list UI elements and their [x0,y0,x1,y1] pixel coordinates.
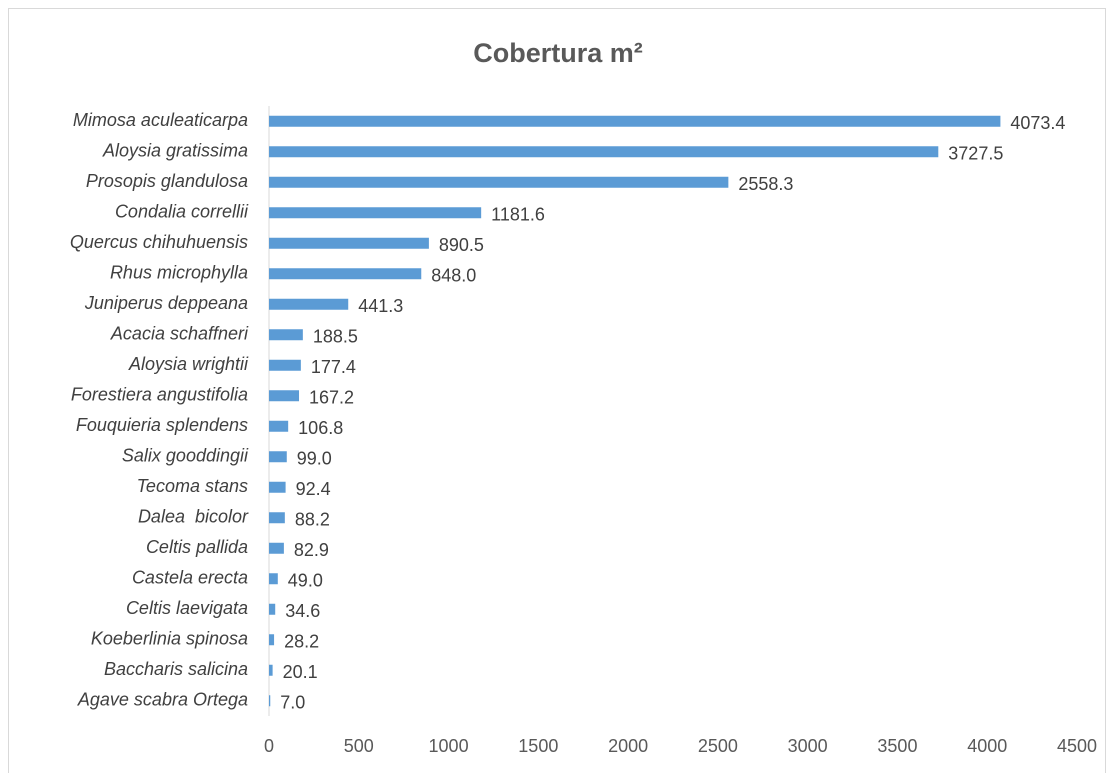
y-tick-label: Aloysia wrightii [128,354,249,374]
data-label: 2558.3 [738,174,793,194]
y-tick-label: Aloysia gratissima [102,141,248,161]
data-label: 7.0 [280,693,305,713]
bar [269,512,285,524]
y-tick-label: Forestiera angustifolia [71,385,248,405]
y-tick-label: Celtis laevigata [126,598,248,618]
chart-frame [8,8,1106,773]
bar [269,603,276,615]
y-tick-label: Acacia schaffneri [110,324,249,344]
chart-title: Cobertura m² [473,38,643,68]
data-label: 167.2 [309,388,354,408]
bar [269,481,286,493]
bar [269,298,349,310]
y-tick-label: Agave scabra Ortega [77,690,248,710]
bar [269,237,429,249]
y-tick-label: Koeberlinia spinosa [91,629,248,649]
x-tick-label: 1500 [518,736,558,756]
y-tick-label: Fouquieria splendens [76,415,248,435]
y-tick-label: Celtis pallida [146,537,248,557]
x-tick-label: 4500 [1057,736,1097,756]
x-tick-label: 3000 [788,736,828,756]
bar [269,390,300,402]
data-label: 848.0 [431,266,476,286]
x-tick-label: 2000 [608,736,648,756]
x-tick-label: 3500 [877,736,917,756]
x-tick-label: 500 [344,736,374,756]
data-label: 92.4 [296,479,331,499]
data-label: 34.6 [285,601,320,621]
bar [269,695,271,707]
bar [269,329,303,341]
bar [269,115,1001,127]
bar [269,268,422,280]
y-tick-label: Juniperus deppeana [84,293,248,313]
x-tick-label: 4000 [967,736,1007,756]
y-tick-label: Condalia correllii [115,202,249,222]
y-tick-label: Quercus chihuhuensis [70,232,248,252]
bar [269,573,278,585]
data-label: 890.5 [439,235,484,255]
bar [269,359,301,371]
bar [269,664,273,676]
data-label: 82.9 [294,540,329,560]
x-tick-label: 1000 [429,736,469,756]
bar [269,420,289,432]
data-label: 88.2 [295,510,330,530]
bar [269,207,482,219]
bar [269,542,284,554]
data-label: 99.0 [297,449,332,469]
data-label: 4073.4 [1010,113,1065,133]
bar [269,634,275,646]
bar [269,176,729,188]
data-label: 106.8 [298,418,343,438]
x-tick-label: 2500 [698,736,738,756]
data-label: 28.2 [284,632,319,652]
data-label: 49.0 [288,571,323,591]
y-tick-label: Castela erecta [132,568,248,588]
y-tick-label: Salix gooddingii [122,446,249,466]
y-tick-label: Mimosa aculeaticarpa [73,110,248,130]
y-tick-label: Dalea bicolor [138,507,249,527]
data-label: 20.1 [283,662,318,682]
y-tick-label: Baccharis salicina [104,659,248,679]
data-label: 441.3 [358,296,403,316]
bar [269,146,939,158]
y-tick-label: Prosopis glandulosa [86,171,248,191]
x-tick-label: 0 [264,736,274,756]
bar [269,451,287,463]
data-label: 188.5 [313,327,358,347]
data-label: 1181.6 [491,205,545,225]
y-tick-label: Tecoma stans [137,476,248,496]
data-label: 177.4 [311,357,356,377]
y-tick-label: Rhus microphylla [110,263,248,283]
data-label: 3727.5 [948,144,1003,164]
